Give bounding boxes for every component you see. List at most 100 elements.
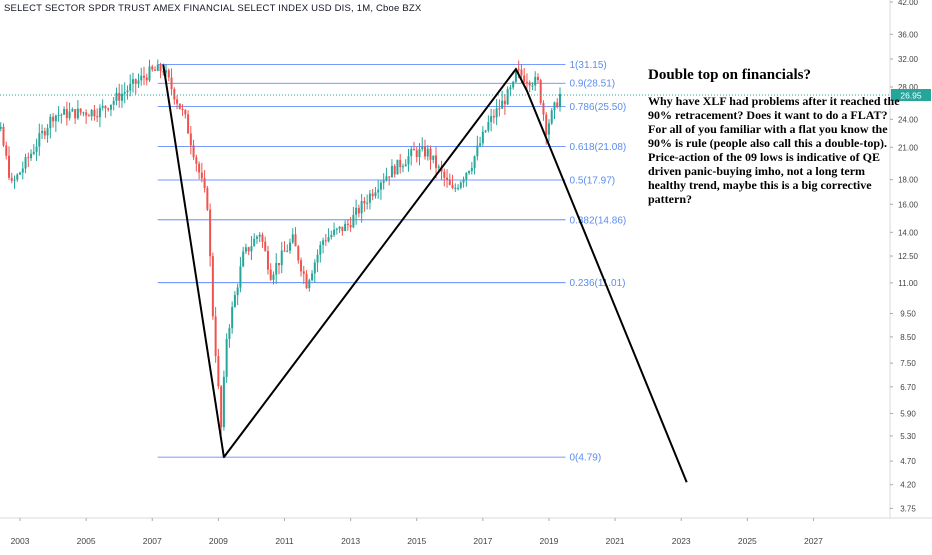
candle-body <box>98 107 101 118</box>
candle-body <box>514 68 517 82</box>
candle-body <box>424 146 426 157</box>
candle-body <box>556 102 559 108</box>
candle <box>322 237 325 254</box>
y-tick-label: 3.75 <box>900 504 916 513</box>
candle-body <box>137 80 140 84</box>
x-tick-label: 2017 <box>473 536 492 546</box>
x-tick-label: 2003 <box>11 536 30 546</box>
candle-body <box>545 114 548 135</box>
candle <box>470 161 473 175</box>
y-tick-label: 11.00 <box>898 279 918 288</box>
candle <box>404 159 407 167</box>
fib-level-label: 0.786(25.50) <box>570 102 627 113</box>
candle <box>115 87 118 106</box>
candle-body <box>275 262 278 275</box>
candle-body <box>525 81 528 83</box>
candle <box>151 64 154 72</box>
last-price-badge <box>891 89 931 102</box>
candle <box>195 154 198 172</box>
x-tick-label: 2009 <box>209 536 228 546</box>
candle-body <box>462 179 465 183</box>
fib-level-label: 0.618(21.08) <box>570 142 627 153</box>
candle <box>266 245 269 275</box>
candle-body <box>300 260 303 272</box>
candle <box>43 127 46 140</box>
candle-body <box>10 177 13 181</box>
candle <box>349 216 352 232</box>
candle-body <box>333 229 336 235</box>
candle <box>429 145 432 170</box>
candle <box>233 291 236 308</box>
candle-body <box>264 241 267 251</box>
candle-body <box>101 105 104 108</box>
candle <box>211 252 214 320</box>
candle-body <box>242 251 245 267</box>
x-tick-label: 2021 <box>606 536 625 546</box>
candle <box>382 173 385 190</box>
candle-body <box>236 287 239 296</box>
candle-body <box>283 250 286 252</box>
candle <box>264 236 267 252</box>
candle-body <box>0 126 2 129</box>
candle <box>476 135 479 161</box>
candle <box>484 129 487 133</box>
candle-body <box>162 71 165 73</box>
candle-body <box>553 102 556 111</box>
y-tick-label: 5.90 <box>900 409 916 418</box>
candle <box>49 114 52 139</box>
candle <box>506 86 509 105</box>
candle-body <box>316 254 319 263</box>
candle-body <box>68 111 71 119</box>
candle <box>30 149 33 161</box>
candle-body <box>476 145 479 157</box>
y-tick-label: 8.50 <box>900 333 916 342</box>
candle <box>10 172 13 184</box>
candle-body <box>63 109 66 115</box>
candle-body <box>21 168 24 173</box>
candle-body <box>341 226 344 232</box>
candle-body <box>542 103 545 115</box>
x-tick-label: 2019 <box>540 536 559 546</box>
candle-body <box>173 88 176 100</box>
candle <box>371 188 374 201</box>
candle <box>556 98 559 109</box>
candle <box>346 219 349 231</box>
candle <box>558 87 561 112</box>
candle-body <box>195 157 198 164</box>
candle <box>412 141 415 151</box>
candle-body <box>35 146 38 152</box>
candle <box>76 99 79 120</box>
y-tick-label: 42.00 <box>898 0 919 7</box>
y-tick-label: 36.00 <box>898 30 919 39</box>
candle <box>534 71 537 91</box>
candle-body <box>19 172 22 175</box>
candle <box>410 145 413 166</box>
candle-body <box>104 105 107 109</box>
candle <box>13 175 16 189</box>
candle <box>355 199 358 225</box>
candle-body <box>2 126 5 146</box>
candle-body <box>181 108 184 111</box>
y-tick-label: 32.00 <box>898 55 919 64</box>
candle <box>421 137 424 152</box>
annotation-heading: Double top on financials? <box>648 67 811 83</box>
candle <box>0 122 2 132</box>
candle <box>250 236 253 261</box>
x-tick-label: 2007 <box>143 536 162 546</box>
candle-body <box>410 149 413 157</box>
candle-body <box>225 338 228 377</box>
candle-body <box>85 112 88 116</box>
candle <box>487 115 490 133</box>
candle-body <box>200 172 203 179</box>
candle-body <box>435 155 438 168</box>
last-price-label: 26.95 <box>900 91 922 101</box>
candle <box>302 265 305 284</box>
candle-body <box>446 177 449 180</box>
candle <box>399 153 402 174</box>
candle <box>374 187 377 199</box>
candle-body <box>233 295 236 307</box>
candle-body <box>407 156 410 165</box>
candle <box>214 306 217 363</box>
candle-body <box>244 247 247 252</box>
candle <box>118 83 121 108</box>
